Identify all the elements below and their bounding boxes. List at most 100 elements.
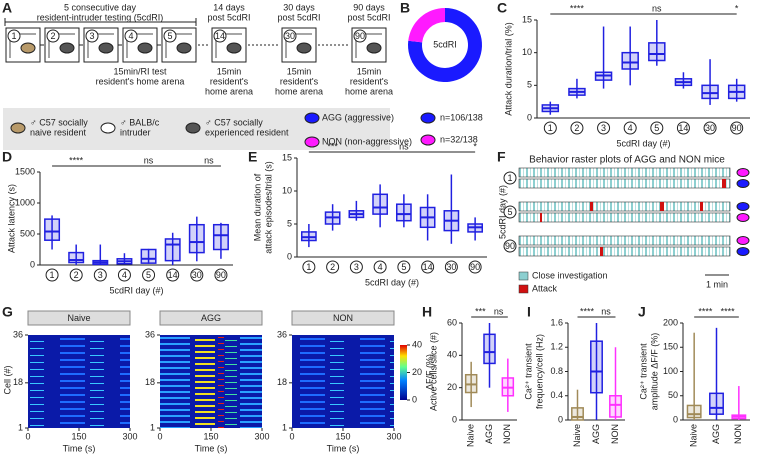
legend-icon: [420, 134, 436, 146]
header: resident-intruder testing (5cdRI): [37, 12, 164, 22]
note: resident's home arena: [96, 76, 185, 86]
note: resident's: [350, 76, 389, 86]
x-axis-label: Time (s): [63, 443, 96, 453]
x-axis-label: Time (s): [327, 443, 360, 453]
significance-label: ****: [69, 155, 84, 165]
heatmap-title: NON: [333, 313, 353, 323]
day-circle: [7, 29, 21, 43]
colorbar: [400, 345, 407, 400]
raster-row: [518, 246, 731, 257]
box: [396, 203, 412, 222]
significance-label: *: [735, 3, 739, 13]
day-circle: [213, 29, 227, 43]
x-tick-label: 4: [378, 262, 383, 272]
y-tick-label: 0.8: [550, 366, 563, 376]
box: [164, 238, 181, 262]
y-tick-label: 1: [18, 422, 23, 432]
y-tick-label: 0: [527, 112, 532, 122]
y-axis-label: amplitude ΔF/F (%): [649, 333, 659, 411]
x-axis-label: 5cdRI day (#): [365, 277, 419, 287]
y-tick-label: 10: [522, 47, 532, 57]
x-tick-label: Naive: [572, 424, 582, 447]
x-tick-label: AGG: [484, 424, 494, 444]
post-label: 14 days: [213, 2, 245, 12]
y-axis-label: Active cells/slice (#): [428, 332, 438, 411]
y-axis-label: Attack latency (s): [6, 184, 16, 253]
box: [372, 193, 388, 215]
day-label: 1: [11, 31, 16, 41]
y-tick-label: 150: [663, 342, 678, 352]
legend-label: intruder: [120, 127, 151, 137]
legend-label: experienced resident: [205, 127, 289, 137]
significance-label: ****: [580, 306, 595, 316]
day-label: 5: [507, 207, 512, 217]
y-tick-label: 1500: [15, 166, 35, 176]
y-tick-label: 1.2: [550, 342, 563, 352]
significance-label: ns: [494, 306, 504, 316]
category-circle: [444, 260, 458, 274]
attack-stripe: [700, 202, 703, 211]
y-tick-label: 18: [13, 377, 23, 387]
attack-stripe: [660, 202, 664, 211]
x-tick-label: 30: [192, 270, 202, 280]
note: 15min: [287, 66, 312, 76]
attack-stripe: [600, 247, 603, 256]
y-tick-label: 5: [527, 80, 532, 90]
x-tick-label: 4: [122, 270, 127, 280]
category-circle: [730, 121, 744, 135]
group-label: AGG (aggressive): [322, 112, 394, 122]
x-tick-label: 90: [216, 270, 226, 280]
significance-label: ns: [144, 155, 154, 165]
y-tick-label: 18: [277, 377, 287, 387]
category-circle: [543, 121, 557, 135]
axis: [536, 20, 750, 119]
panel-letter: H: [422, 304, 432, 320]
colorbar-tick-label: 0: [412, 394, 417, 404]
panel-letter: G: [2, 304, 13, 320]
colorbar-label: ΔF/F (%): [424, 354, 434, 390]
day-circle: [353, 29, 367, 43]
y-tick-label: 15: [282, 152, 292, 162]
day-label: 1: [507, 173, 512, 183]
significance-label: *: [473, 141, 477, 151]
x-tick-label: NON: [610, 424, 620, 444]
category-circle: [349, 260, 363, 274]
category-circle: [142, 268, 156, 282]
mouse-icon: [366, 42, 382, 54]
significance-label: ns: [652, 3, 662, 13]
category-circle: [650, 121, 664, 135]
x-tick-label: 150: [71, 431, 86, 441]
panel-letter: A: [2, 0, 12, 16]
legend-label: ♂ C57 socially: [30, 117, 88, 127]
box: [44, 218, 61, 241]
heatmap: [160, 335, 262, 428]
y-tick-label: 60: [447, 317, 457, 327]
box: [188, 223, 205, 254]
y-tick-label: 500: [20, 228, 35, 238]
box: [621, 51, 639, 70]
group-icon: [736, 179, 750, 188]
x-tick-label: 3: [601, 123, 606, 133]
x-tick-label: 14: [678, 123, 688, 133]
legend-label: naive resident: [30, 127, 87, 137]
y-axis-label: Ca²⁺ transient: [638, 343, 648, 400]
x-tick-label: 5: [146, 270, 151, 280]
category-circle: [373, 260, 387, 274]
panel-letter: E: [248, 149, 257, 165]
panel-f: Behavior raster plots of AGG and NON mic…: [497, 155, 750, 293]
post-label: post 5cdRI: [207, 12, 250, 22]
x-tick-label: NON: [733, 424, 743, 444]
box: [68, 251, 85, 264]
note: 15min/RI test: [113, 66, 167, 76]
post-label: post 5cdRI: [347, 12, 390, 22]
x-tick-label: 150: [203, 431, 218, 441]
x-tick-label: 2: [74, 270, 79, 280]
y-tick-label: 0: [558, 414, 563, 424]
mouse-icon: [98, 42, 114, 54]
x-tick-label: 14: [423, 262, 433, 272]
x-tick-label: 300: [122, 431, 137, 441]
category-circle: [597, 121, 611, 135]
group-icon: [304, 112, 320, 124]
legend-icon: [10, 122, 26, 134]
